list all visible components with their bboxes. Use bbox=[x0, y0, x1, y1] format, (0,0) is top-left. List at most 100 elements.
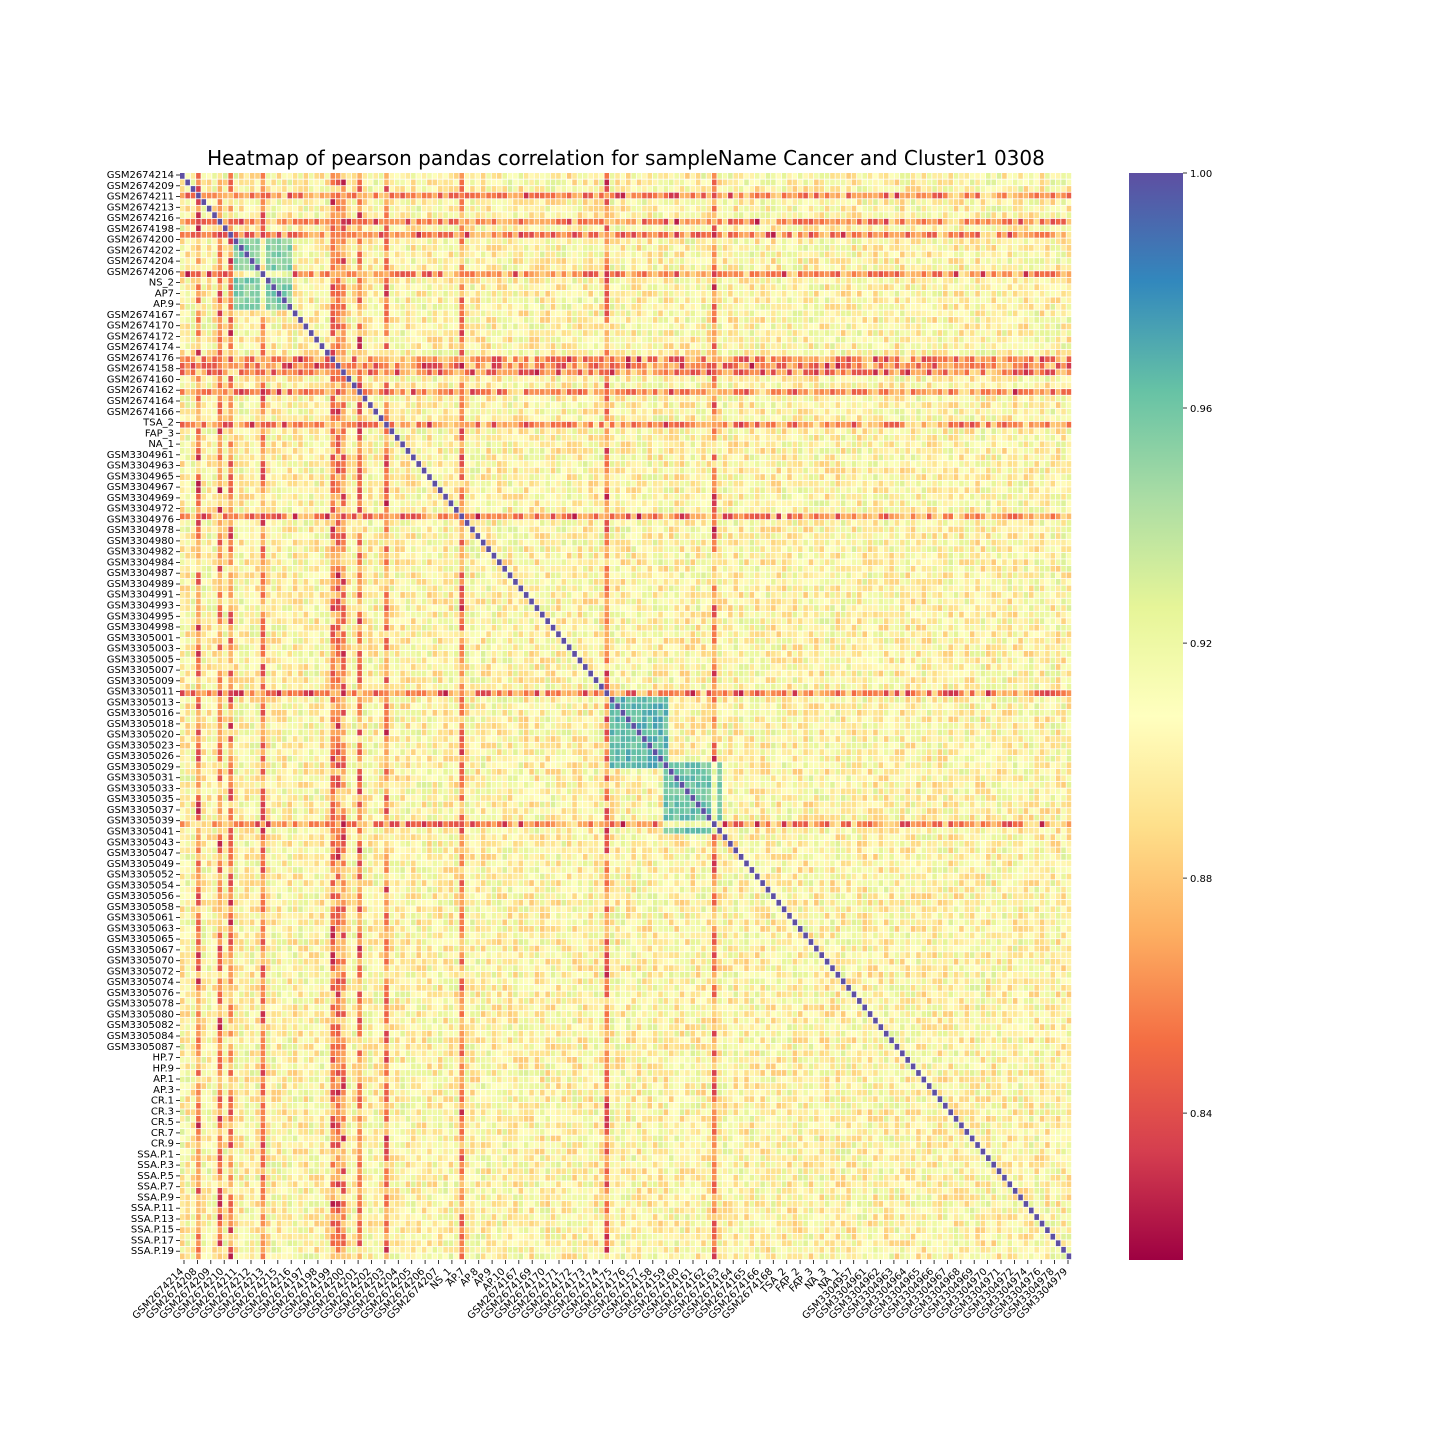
heatmap-cell bbox=[201, 245, 206, 251]
heatmap-cell bbox=[642, 212, 647, 218]
heatmap-cell bbox=[314, 186, 319, 192]
heatmap-cell bbox=[1056, 284, 1061, 290]
heatmap-cell bbox=[868, 278, 873, 284]
heatmap-cell bbox=[771, 324, 776, 330]
heatmap-cell bbox=[347, 350, 352, 356]
heatmap-cell bbox=[314, 199, 319, 205]
heatmap-cell bbox=[277, 212, 282, 218]
heatmap-cell bbox=[433, 343, 438, 349]
heatmap-cell bbox=[970, 186, 975, 192]
heatmap-cell bbox=[433, 356, 438, 362]
heatmap-cell bbox=[266, 265, 271, 271]
heatmap-cell bbox=[943, 186, 948, 192]
heatmap-cell bbox=[470, 278, 475, 284]
heatmap-cell bbox=[567, 212, 572, 218]
heatmap-cell bbox=[862, 186, 867, 192]
heatmap-cell bbox=[513, 180, 518, 186]
heatmap-cell bbox=[803, 363, 808, 369]
heatmap-cell bbox=[400, 212, 405, 218]
heatmap-cell bbox=[1018, 363, 1023, 369]
heatmap-cell bbox=[1034, 350, 1039, 356]
heatmap-cell bbox=[857, 284, 862, 290]
heatmap-cell bbox=[744, 186, 749, 192]
heatmap-cell bbox=[519, 317, 524, 323]
heatmap-cell bbox=[1013, 232, 1018, 238]
heatmap-cell bbox=[234, 173, 239, 179]
heatmap-cell bbox=[599, 258, 604, 264]
heatmap-cell bbox=[696, 350, 701, 356]
heatmap-cell bbox=[465, 206, 470, 212]
heatmap-cell bbox=[497, 271, 502, 277]
heatmap-cell bbox=[922, 245, 927, 251]
heatmap-cell bbox=[341, 343, 346, 349]
heatmap-cell bbox=[492, 199, 497, 205]
heatmap-cell bbox=[873, 225, 878, 231]
heatmap-cell bbox=[932, 356, 937, 362]
heatmap-cell bbox=[637, 212, 642, 218]
heatmap-cell bbox=[255, 311, 260, 317]
heatmap-cell bbox=[948, 206, 953, 212]
heatmap-cell bbox=[712, 356, 717, 362]
heatmap-cell bbox=[868, 238, 873, 244]
heatmap-cell bbox=[771, 337, 776, 343]
heatmap-cell bbox=[341, 225, 346, 231]
heatmap-cell bbox=[465, 324, 470, 330]
heatmap-cell bbox=[519, 212, 524, 218]
heatmap-cell bbox=[911, 199, 916, 205]
heatmap-cell bbox=[954, 206, 959, 212]
heatmap-cell bbox=[1024, 225, 1029, 231]
heatmap-cell bbox=[744, 284, 749, 290]
heatmap-cell bbox=[696, 245, 701, 251]
heatmap-cell bbox=[368, 311, 373, 317]
heatmap-cell bbox=[390, 199, 395, 205]
heatmap-cell bbox=[954, 337, 959, 343]
heatmap-cell bbox=[594, 271, 599, 277]
heatmap-cell bbox=[497, 343, 502, 349]
heatmap-cell bbox=[191, 304, 196, 310]
heatmap-cell bbox=[771, 199, 776, 205]
heatmap-cell bbox=[862, 245, 867, 251]
heatmap-cell bbox=[223, 363, 228, 369]
heatmap-cell bbox=[642, 363, 647, 369]
heatmap-cell bbox=[787, 199, 792, 205]
heatmap-cell bbox=[207, 278, 212, 284]
heatmap-cell bbox=[481, 186, 486, 192]
heatmap-cell bbox=[605, 297, 610, 303]
heatmap-cell bbox=[357, 180, 362, 186]
heatmap-cell bbox=[497, 225, 502, 231]
heatmap-cell bbox=[180, 271, 185, 277]
heatmap-cell bbox=[825, 258, 830, 264]
heatmap-cell bbox=[379, 330, 384, 336]
heatmap-cell bbox=[658, 311, 663, 317]
heatmap-cell bbox=[723, 271, 728, 277]
heatmap-cell bbox=[314, 317, 319, 323]
heatmap-cell bbox=[465, 337, 470, 343]
heatmap-cell bbox=[459, 238, 464, 244]
heatmap-cell bbox=[481, 180, 486, 186]
heatmap-cell bbox=[223, 180, 228, 186]
heatmap-cell bbox=[846, 284, 851, 290]
heatmap-cell bbox=[647, 311, 652, 317]
heatmap-cell bbox=[637, 337, 642, 343]
heatmap-cell bbox=[739, 219, 744, 225]
heatmap-cell bbox=[1034, 238, 1039, 244]
heatmap-cell bbox=[809, 252, 814, 258]
heatmap-cell bbox=[975, 330, 980, 336]
heatmap-cell bbox=[841, 206, 846, 212]
heatmap-cell bbox=[852, 343, 857, 349]
heatmap-cell bbox=[357, 278, 362, 284]
heatmap-cell bbox=[750, 271, 755, 277]
heatmap-cell bbox=[927, 343, 932, 349]
heatmap-cell bbox=[508, 304, 513, 310]
heatmap-cell bbox=[836, 278, 841, 284]
heatmap-cell bbox=[809, 180, 814, 186]
heatmap-cell bbox=[733, 324, 738, 330]
heatmap-cell bbox=[1045, 180, 1050, 186]
heatmap-cell bbox=[191, 180, 196, 186]
heatmap-cell bbox=[266, 245, 271, 251]
heatmap-cell bbox=[841, 219, 846, 225]
heatmap-cell bbox=[610, 284, 615, 290]
heatmap-cell bbox=[427, 317, 432, 323]
heatmap-cell bbox=[282, 356, 287, 362]
heatmap-cell bbox=[191, 238, 196, 244]
